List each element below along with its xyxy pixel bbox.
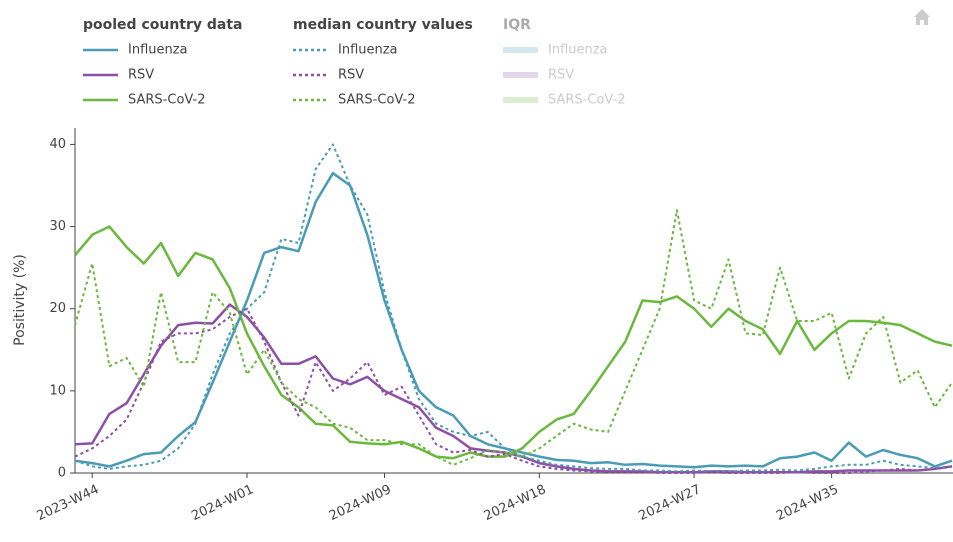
series-line bbox=[74, 225, 953, 460]
y-tick-label: 10 bbox=[49, 383, 66, 398]
legend-label[interactable]: RSV bbox=[338, 68, 364, 83]
legend-label[interactable]: Influenza bbox=[338, 43, 398, 58]
x-tick-label: 2024-W01 bbox=[189, 482, 256, 524]
x-tick-label: 2024-W18 bbox=[482, 482, 549, 524]
legend-label[interactable]: SARS-CoV-2 bbox=[548, 93, 626, 108]
x-tick-label: 2024-W35 bbox=[774, 482, 841, 524]
legend-group-title: median country values bbox=[293, 17, 473, 33]
series-line bbox=[74, 303, 953, 474]
x-tick-label: 2024-W27 bbox=[636, 482, 703, 524]
y-tick-label: 20 bbox=[49, 301, 66, 316]
legend-label[interactable]: Influenza bbox=[548, 43, 608, 58]
legend-group-title: IQR bbox=[503, 17, 531, 33]
home-glyph[interactable] bbox=[914, 9, 930, 25]
legend-label[interactable]: SARS-CoV-2 bbox=[128, 93, 206, 108]
legend-label[interactable]: SARS-CoV-2 bbox=[338, 93, 416, 108]
legend-label[interactable]: RSV bbox=[128, 68, 154, 83]
legend-label[interactable]: Influenza bbox=[128, 43, 188, 58]
home-icon[interactable] bbox=[914, 9, 930, 25]
legend-label[interactable]: RSV bbox=[548, 68, 574, 83]
series-line bbox=[74, 171, 953, 469]
y-tick-label: 40 bbox=[49, 137, 66, 152]
series-line bbox=[74, 209, 953, 466]
y-tick-label: 30 bbox=[49, 219, 66, 234]
series-line bbox=[74, 143, 953, 473]
series-line bbox=[74, 307, 953, 474]
y-tick-label: 0 bbox=[58, 466, 66, 481]
x-tick-label: 2024-W09 bbox=[327, 482, 394, 524]
y-axis-label: Positivity (%) bbox=[12, 254, 28, 346]
legend-group-title: pooled country data bbox=[83, 17, 243, 33]
x-tick-label: 2023-W44 bbox=[35, 482, 102, 524]
